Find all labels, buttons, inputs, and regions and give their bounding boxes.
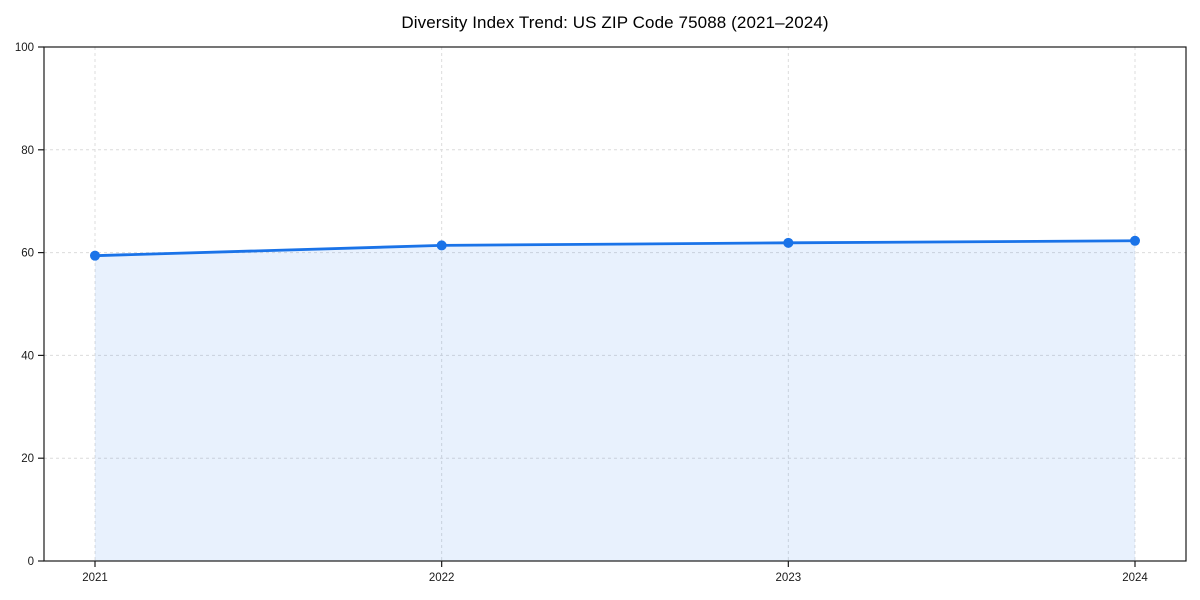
data-point-marker bbox=[783, 237, 794, 248]
plot-border bbox=[43, 46, 1187, 562]
y-tick-label: 0 bbox=[28, 556, 34, 568]
data-point-marker bbox=[436, 240, 447, 251]
y-tick-label: 80 bbox=[21, 145, 34, 157]
y-tick-label: 100 bbox=[15, 42, 34, 54]
y-tick-label: 20 bbox=[21, 453, 34, 465]
trend-line bbox=[93, 239, 1137, 258]
y-tick-label: 60 bbox=[21, 248, 34, 260]
x-tick-label: 2024 bbox=[1122, 572, 1148, 584]
x-tick-label: 2021 bbox=[82, 572, 108, 584]
data-point-marker bbox=[1130, 235, 1140, 246]
y-tick-label: 40 bbox=[21, 350, 34, 362]
chart-title: Diversity Index Trend: US ZIP Code 75088… bbox=[401, 13, 829, 32]
data-point-marker bbox=[90, 250, 100, 261]
area-fill bbox=[95, 240, 1135, 561]
x-tick-label: 2023 bbox=[776, 572, 802, 584]
x-tick-label: 2022 bbox=[429, 572, 455, 584]
